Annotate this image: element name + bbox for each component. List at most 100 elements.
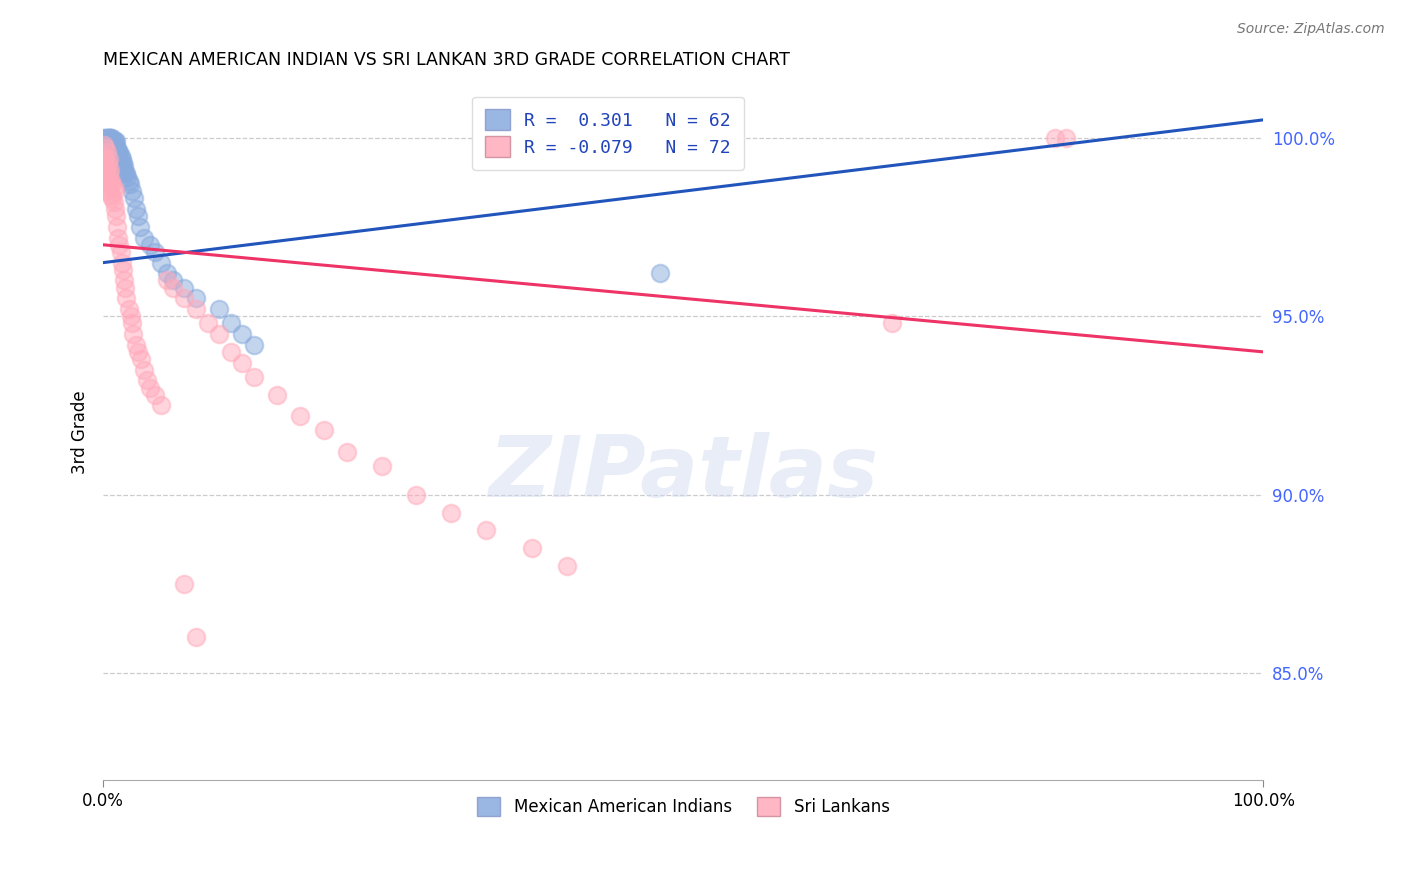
Point — [156, 273, 179, 287]
Point — [162, 273, 184, 287]
Point — [111, 155, 134, 169]
Point — [117, 169, 139, 184]
Point — [184, 301, 207, 316]
Point — [104, 141, 127, 155]
Point — [115, 291, 138, 305]
Point — [243, 370, 266, 384]
Point — [121, 316, 143, 330]
Point — [231, 326, 253, 341]
Point — [127, 344, 149, 359]
Point — [94, 152, 117, 166]
Point — [111, 255, 134, 269]
Point — [208, 326, 231, 341]
Point — [104, 141, 127, 155]
Point — [405, 488, 427, 502]
Point — [97, 152, 120, 166]
Point — [103, 180, 125, 194]
Point — [138, 237, 160, 252]
Point — [98, 130, 121, 145]
Point — [104, 137, 127, 152]
Point — [208, 301, 231, 316]
Point — [173, 291, 195, 305]
Point — [104, 141, 127, 155]
Point — [111, 159, 134, 173]
Point — [96, 145, 118, 159]
Point — [184, 631, 207, 645]
Point — [114, 280, 136, 294]
Point — [101, 130, 124, 145]
Point — [96, 184, 118, 198]
Point — [94, 141, 117, 155]
Point — [118, 301, 141, 316]
Point — [150, 255, 173, 269]
Point — [101, 177, 124, 191]
Point — [162, 280, 184, 294]
Point — [132, 230, 155, 244]
Point — [104, 209, 127, 223]
Point — [136, 374, 159, 388]
Point — [97, 130, 120, 145]
Point — [98, 177, 121, 191]
Point — [290, 409, 312, 424]
Point — [231, 355, 253, 369]
Point — [93, 137, 115, 152]
Point — [131, 351, 153, 366]
Point — [1043, 130, 1066, 145]
Point — [266, 388, 288, 402]
Point — [107, 230, 129, 244]
Point — [370, 459, 392, 474]
Point — [104, 184, 127, 198]
Point — [94, 162, 117, 177]
Point — [97, 180, 120, 194]
Point — [100, 134, 122, 148]
Text: Source: ZipAtlas.com: Source: ZipAtlas.com — [1237, 22, 1385, 37]
Point — [108, 145, 131, 159]
Point — [124, 191, 146, 205]
Point — [97, 134, 120, 148]
Point — [122, 326, 145, 341]
Point — [103, 194, 125, 209]
Point — [115, 166, 138, 180]
Point — [100, 137, 122, 152]
Point — [101, 134, 124, 148]
Text: ZIPatlas: ZIPatlas — [488, 433, 879, 516]
Point — [108, 237, 131, 252]
Point — [112, 159, 135, 173]
Point — [219, 316, 242, 330]
Point — [129, 219, 152, 234]
Point — [118, 177, 141, 191]
Point — [138, 381, 160, 395]
Point — [101, 191, 124, 205]
Point — [124, 202, 146, 216]
Point — [173, 577, 195, 591]
Point — [150, 399, 173, 413]
Point — [173, 280, 195, 294]
Point — [111, 152, 134, 166]
Point — [156, 266, 179, 280]
Point — [143, 388, 166, 402]
Point — [103, 141, 125, 155]
Point — [124, 337, 146, 351]
Point — [105, 219, 128, 234]
Point — [93, 148, 115, 162]
Point — [312, 424, 335, 438]
Point — [96, 130, 118, 145]
Point — [97, 130, 120, 145]
Point — [111, 262, 134, 277]
Point — [97, 130, 120, 145]
Point — [110, 148, 132, 162]
Point — [97, 155, 120, 169]
Point — [219, 344, 242, 359]
Point — [93, 130, 115, 145]
Point — [440, 506, 463, 520]
Point — [100, 173, 122, 187]
Point — [112, 273, 135, 287]
Point — [97, 137, 120, 152]
Point — [108, 152, 131, 166]
Point — [475, 524, 498, 538]
Point — [98, 162, 121, 177]
Point — [121, 184, 143, 198]
Point — [94, 173, 117, 187]
Point — [111, 162, 134, 177]
Point — [94, 130, 117, 145]
